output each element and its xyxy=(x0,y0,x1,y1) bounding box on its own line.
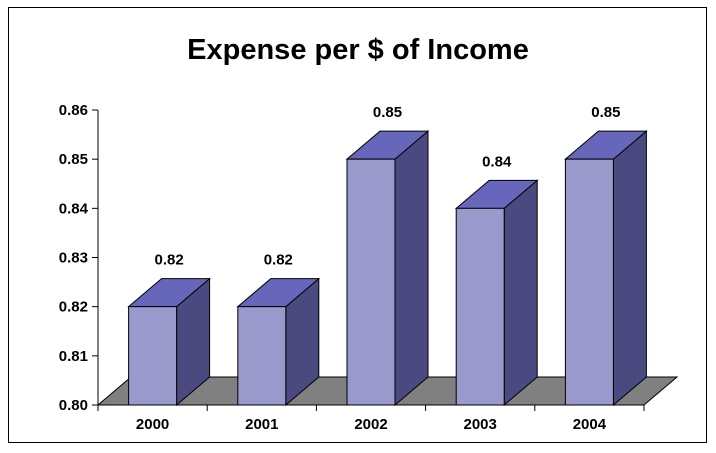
y-tick-label: 0.80 xyxy=(59,397,88,414)
data-label: 0.82 xyxy=(264,252,293,269)
bar-side xyxy=(394,130,429,407)
bar-2003 xyxy=(454,179,539,407)
y-tick-label: 0.83 xyxy=(59,250,88,267)
data-label: 0.84 xyxy=(482,153,512,170)
x-tick-label: 2000 xyxy=(136,416,169,433)
bar-2004 xyxy=(564,130,648,407)
bar-front xyxy=(346,158,396,406)
bar-2000 xyxy=(127,277,211,407)
y-tick-label: 0.85 xyxy=(59,151,88,168)
data-label: 0.85 xyxy=(591,104,620,121)
y-tick-label: 0.84 xyxy=(59,200,89,217)
x-tick-label: 2003 xyxy=(464,416,497,433)
data-label: 0.85 xyxy=(373,104,402,121)
x-tick-label: 2002 xyxy=(354,416,387,433)
bar-2001 xyxy=(236,277,321,407)
chart-title: Expense per $ of Income xyxy=(187,34,529,66)
x-tick-label: 2001 xyxy=(245,416,278,433)
y-tick-label: 0.82 xyxy=(59,299,88,316)
bar-front xyxy=(237,306,287,406)
y-tick-label: 0.81 xyxy=(59,348,88,365)
data-label: 0.82 xyxy=(154,252,183,269)
bar-front xyxy=(564,158,614,406)
bar-2002 xyxy=(345,130,430,407)
bar-front xyxy=(128,306,178,406)
bar-front xyxy=(455,207,505,406)
bar-side xyxy=(612,130,647,407)
x-tick-label: 2004 xyxy=(573,416,607,433)
y-tick-label: 0.86 xyxy=(59,102,88,119)
bar-side xyxy=(503,179,538,407)
